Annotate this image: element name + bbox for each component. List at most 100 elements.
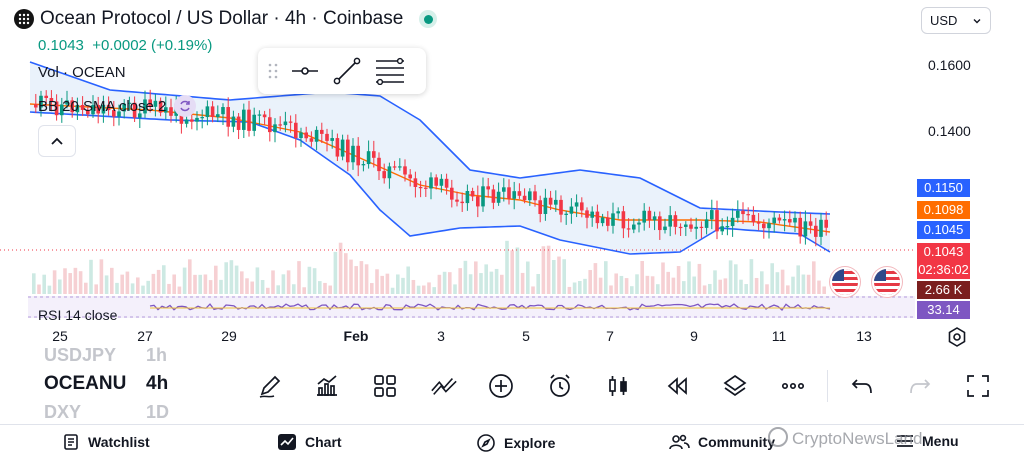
currency-select[interactable]: USD [921, 7, 991, 34]
candle-body [465, 191, 470, 204]
symbol-prev[interactable]: USDJPY 1h [44, 345, 167, 366]
drag-handle-icon[interactable] [268, 62, 278, 80]
nav-explore[interactable]: Explore [476, 433, 555, 453]
candle-body [439, 178, 444, 186]
compare-icon[interactable] [430, 372, 458, 400]
volume-bar [635, 274, 639, 294]
volume-bar [780, 269, 785, 294]
candle-body [54, 101, 59, 116]
us-event-flag-icon[interactable] [830, 267, 860, 297]
candle-body [325, 133, 329, 141]
volume-bar [806, 274, 811, 294]
nav-menu[interactable]: Menu [896, 433, 959, 449]
candle-body [606, 217, 610, 226]
candle-body [273, 124, 277, 133]
bollinger-legend[interactable]: BB 20 SMA close 2 [38, 95, 197, 117]
layouts-icon[interactable] [371, 372, 399, 400]
candle-body [554, 199, 558, 205]
replay-icon[interactable] [663, 372, 691, 400]
menu-icon [897, 435, 913, 447]
alert-icon[interactable] [546, 372, 574, 400]
candle-body [548, 197, 553, 205]
candle-body [242, 109, 246, 130]
volume-bar [380, 275, 384, 294]
time-axis-label: 13 [856, 328, 872, 344]
candle-body [699, 226, 704, 229]
volume-bar [136, 277, 140, 294]
candle-body [793, 217, 797, 223]
volume-bar [125, 271, 130, 294]
collapse-legend-button[interactable] [38, 125, 76, 157]
undo-icon[interactable] [848, 372, 876, 400]
horizontal-line-icon[interactable] [290, 61, 320, 81]
fullscreen-icon[interactable] [964, 372, 992, 400]
nav-chart-label: Chart [305, 434, 342, 450]
volume-legend[interactable]: Vol · OCEAN [38, 64, 126, 81]
time-axis-label: 5 [522, 328, 530, 344]
indicators-icon[interactable] [313, 372, 341, 400]
candle-body [455, 199, 459, 202]
nav-watchlist-label: Watchlist [88, 434, 150, 450]
volume-bar [494, 268, 499, 294]
price-change-line: 0.1043 +0.0002 (+0.19%) [38, 37, 212, 54]
settings-icon[interactable] [946, 326, 968, 353]
candle-body [751, 214, 756, 223]
candle-body [60, 104, 64, 116]
candle-type-icon[interactable] [604, 372, 632, 400]
symbol-header[interactable]: Ocean Protocol / US Dollar · 4h · Coinba… [14, 8, 438, 30]
candle-body [262, 114, 267, 118]
redo-icon[interactable] [906, 372, 934, 400]
rsi-legend[interactable]: RSI 14 close [38, 307, 118, 323]
nav-chart[interactable]: Chart [277, 433, 342, 451]
price-chart[interactable] [0, 0, 1024, 330]
watermark-logo-icon [768, 427, 788, 447]
candle-body [782, 219, 787, 221]
volume-bar [141, 285, 145, 294]
volume-bar [505, 240, 509, 294]
nav-community[interactable]: Community [668, 433, 775, 451]
trend-line-icon[interactable] [332, 56, 362, 86]
volume-bar [510, 250, 514, 294]
volume-bar [416, 285, 421, 294]
candle-body [569, 206, 574, 214]
volume-bar [260, 279, 265, 294]
candle-body [122, 103, 126, 112]
price-axis-tag: 33.14 [917, 301, 970, 319]
symbol-current[interactable]: OCEANUSD 4h [44, 373, 168, 395]
more-icon[interactable] [779, 372, 807, 400]
candle-body [746, 214, 750, 216]
candle-body [424, 187, 428, 189]
volume-bar [359, 261, 364, 294]
fib-retracement-icon[interactable] [374, 57, 406, 85]
volume-bar [344, 253, 348, 294]
volume-bar [370, 283, 374, 294]
candle-body [216, 114, 220, 118]
layers-icon[interactable] [721, 372, 749, 400]
nav-watchlist[interactable]: Watchlist [62, 433, 150, 451]
candle-body [507, 187, 511, 199]
candle-body [814, 225, 818, 237]
symbol-next[interactable]: DXY 1D [44, 402, 169, 423]
pencil-icon[interactable] [256, 372, 284, 400]
symbol-current-interval: 4h [146, 373, 169, 394]
volume-bar [307, 266, 312, 294]
volume-bar [702, 285, 707, 294]
candle-body [257, 114, 262, 116]
candle-body [704, 219, 709, 228]
candle-body [470, 191, 475, 197]
volume-bar [188, 259, 192, 294]
candle-body [153, 100, 158, 107]
volume-bar [333, 251, 338, 294]
volume-bar [817, 280, 821, 294]
price-axis-tag: 0.1043 [917, 243, 970, 261]
refresh-icon[interactable] [174, 95, 197, 117]
symbol-prev-name: USDJPY [44, 345, 117, 365]
candle-body [34, 104, 38, 108]
volume-bar [323, 282, 327, 294]
add-icon[interactable] [487, 372, 515, 400]
volume-bar [219, 279, 223, 294]
us-event-flag-icon[interactable] [872, 267, 902, 297]
candle-body [647, 210, 652, 221]
candle-body [663, 226, 667, 231]
time-axis-label: 7 [606, 328, 614, 344]
